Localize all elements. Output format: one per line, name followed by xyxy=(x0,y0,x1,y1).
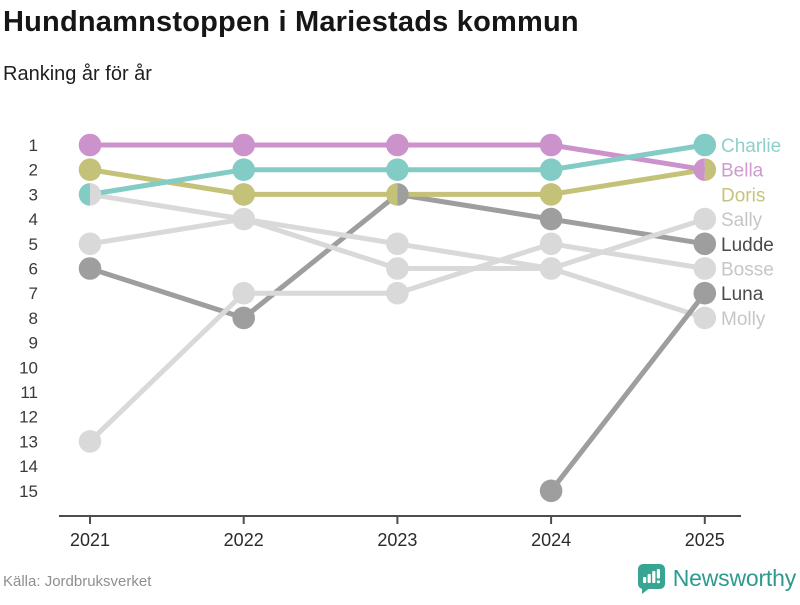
data-dot-charlie xyxy=(539,158,563,181)
y-axis-tick-label: 7 xyxy=(29,284,38,303)
data-dot-bosse xyxy=(386,281,409,305)
data-dot-half-doris xyxy=(386,183,398,206)
y-axis-tick-label: 2 xyxy=(29,161,38,180)
x-axis-tick-label: 2025 xyxy=(685,530,725,550)
data-dot-bosse xyxy=(232,281,255,305)
y-axis-tick-label: 3 xyxy=(29,185,38,204)
y-axis-tick-label: 14 xyxy=(19,457,38,476)
data-dot-bosse xyxy=(539,232,563,256)
series-label-ludde: Ludde xyxy=(721,235,774,256)
data-dot-half-charlie xyxy=(78,183,90,206)
data-dot-charlie xyxy=(232,158,255,181)
y-axis-tick-label: 11 xyxy=(20,383,38,402)
data-dot-charlie xyxy=(693,133,717,157)
series-label-molly: Molly xyxy=(721,309,766,330)
data-dot-ludde xyxy=(539,207,563,231)
data-dot-bosse xyxy=(693,257,717,280)
y-axis-tick-label: 15 xyxy=(19,482,38,501)
newsworthy-logo-icon xyxy=(637,564,665,594)
data-dot-luna xyxy=(693,281,717,305)
data-dot-ludde xyxy=(693,232,717,256)
data-dot-bella xyxy=(232,133,255,157)
data-dot-sally xyxy=(232,207,255,231)
data-dot-doris xyxy=(232,183,255,206)
data-dot-sally xyxy=(386,257,409,280)
data-dot-charlie xyxy=(386,158,409,181)
series-label-charlie: Charlie xyxy=(721,136,781,157)
chart-footer: Källa: Jordbruksverket Newsworthy xyxy=(0,554,800,600)
series-label-doris: Doris xyxy=(721,185,765,206)
data-dot-luna xyxy=(539,479,563,503)
series-line-luna xyxy=(549,291,707,493)
newsworthy-wordmark: Newsworthy xyxy=(672,565,796,591)
data-dot-bosse xyxy=(78,430,102,453)
data-dot-doris xyxy=(539,183,563,206)
y-axis-tick-label: 9 xyxy=(29,334,38,353)
y-axis-tick-label: 13 xyxy=(19,432,38,451)
x-axis-tick-label: 2024 xyxy=(531,530,571,550)
data-dot-sally xyxy=(539,257,563,280)
x-axis-tick-label: 2023 xyxy=(377,530,417,550)
series-label-bosse: Bosse xyxy=(721,260,774,281)
data-dot-molly xyxy=(693,306,717,330)
x-axis-tick-label: 2021 xyxy=(70,530,110,550)
y-axis-tick-label: 5 xyxy=(29,235,38,254)
y-axis-tick-label: 4 xyxy=(29,210,38,229)
data-dot-ludde xyxy=(78,257,102,280)
series-label-bella: Bella xyxy=(721,161,764,182)
data-dot-half-molly xyxy=(90,183,102,206)
data-dot-molly xyxy=(386,232,409,256)
data-dot-sally xyxy=(78,232,102,256)
data-dot-bella xyxy=(386,133,409,157)
newsworthy-brand: Newsworthy xyxy=(636,563,796,594)
x-axis-tick-label: 2022 xyxy=(224,530,264,550)
chart-title: Hundnamnstoppen i Mariestads kommun xyxy=(3,6,579,38)
data-dot-half-ludde xyxy=(397,183,409,206)
data-dot-ludde xyxy=(232,306,255,330)
data-dot-doris xyxy=(78,158,102,181)
y-axis-tick-label: 1 xyxy=(29,136,38,155)
data-dot-bella xyxy=(78,133,102,157)
data-dot-half-bella xyxy=(693,158,705,181)
y-axis-tick-label: 10 xyxy=(19,358,38,377)
data-dot-sally xyxy=(693,207,717,231)
chart-subtitle: Ranking år för år xyxy=(3,63,152,86)
y-axis-tick-label: 8 xyxy=(29,309,38,328)
chart-header: Hundnamnstoppen i Mariestads kommun Rank… xyxy=(3,0,797,86)
series-label-luna: Luna xyxy=(721,284,764,305)
data-dot-bella xyxy=(539,133,563,157)
y-axis-tick-label: 6 xyxy=(29,260,38,279)
series-label-sally: Sally xyxy=(721,210,763,231)
data-dot-half-doris xyxy=(704,158,717,181)
source-text: Källa: Jordbruksverket xyxy=(3,573,152,590)
y-axis-tick-label: 12 xyxy=(19,408,38,427)
